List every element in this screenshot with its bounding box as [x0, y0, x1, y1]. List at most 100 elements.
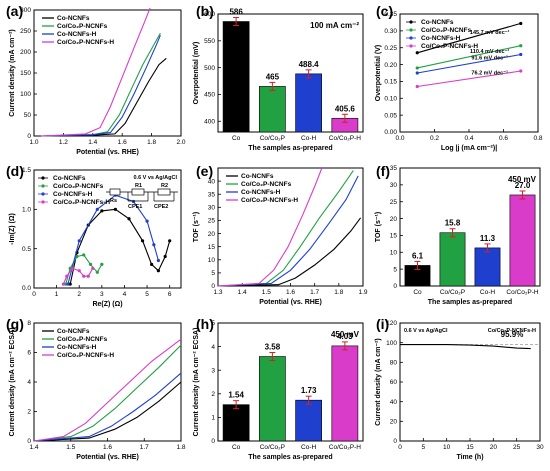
series-line [400, 344, 531, 350]
y-tick-label: 0 [27, 438, 31, 445]
retention-annotation: 95.9% [501, 330, 524, 339]
panel-i: (i) Time (h) Current density (mA cm⁻²) 0 5 10… [375, 316, 544, 461]
legend-label: Co-NCNFs [57, 328, 90, 335]
bar [331, 345, 359, 442]
panel-label: (b) [196, 3, 214, 19]
y-tick-label: 5 [211, 320, 215, 327]
legend-marker [41, 192, 45, 196]
category-label: Co/Co₂P-H [329, 135, 361, 142]
y-tick-label: 5 [211, 270, 215, 277]
legend-label: Co-NCNFs [421, 19, 454, 26]
category-label: Co/Co₂P [260, 135, 285, 142]
x-tick-label: 2.0 [176, 139, 185, 146]
data-point [415, 66, 419, 70]
x-axis-label: Time (h) [456, 454, 483, 461]
x-tick-label: 0.6 [499, 135, 508, 142]
y-axis-label: TOF (s⁻¹) [193, 212, 200, 242]
x-tick-label: 30 [536, 444, 544, 451]
data-point [64, 282, 68, 286]
x-tick-label: 1 [55, 291, 59, 298]
y-tick-label: 0 [211, 283, 215, 290]
data-point [91, 266, 95, 270]
sample-annotation: Co/Co₂P-NCNFs-H [488, 328, 536, 334]
x-tick-label: 1.6 [118, 139, 127, 146]
y-tick-label: 0.0 [22, 285, 31, 292]
y-tick-label: 250 [20, 28, 31, 35]
series-line [417, 22, 521, 54]
x-tick-label: 1.4 [238, 289, 247, 296]
x-tick-label: 0 [32, 291, 36, 298]
data-point [131, 199, 136, 204]
chart-condition-label: 450 mV [508, 175, 537, 184]
plot-frame [217, 322, 364, 442]
y-tick-label: 6 [27, 350, 31, 357]
chart-condition-label: 450 mV [331, 330, 360, 339]
x-tick-label: 4 [123, 291, 127, 298]
y-tick-label: 0.25 [384, 45, 397, 52]
x-tick-label: 1.8 [334, 289, 343, 296]
panel-label: (h) [196, 316, 214, 332]
y-tick-label: 35 [208, 191, 216, 198]
bar [259, 86, 286, 133]
bar-value-label: 27.0 [515, 181, 531, 190]
circuit-resistor [131, 188, 145, 196]
series-line [41, 7, 151, 137]
x-tick-label: 6 [168, 291, 172, 298]
data-point [95, 207, 99, 211]
series-line [67, 194, 159, 285]
legend-marker [409, 20, 413, 24]
x-axis-label: Potential (vs. RHE) [259, 299, 322, 306]
y-tick-label: 2 [27, 409, 31, 416]
x-axis-label: The samples as-prepared [248, 454, 332, 461]
bar [474, 247, 501, 287]
y-tick-label: 20 [390, 419, 398, 426]
circuit-label: R2 [161, 183, 168, 189]
x-tick-label: 1.0 [29, 139, 38, 146]
series-line [33, 344, 182, 442]
y-tick-label: 60 [390, 379, 398, 386]
x-tick-label: 15 [466, 444, 474, 451]
data-point [75, 254, 79, 259]
panel-label: (d) [6, 163, 24, 179]
x-tick-label: 20 [490, 444, 498, 451]
bar [439, 232, 466, 287]
series-line [41, 32, 161, 137]
x-tick-label: 1.8 [176, 444, 185, 451]
panel-label: (g) [6, 316, 24, 332]
series-line [41, 34, 161, 137]
x-axis-label: Potential (vs. RHE) [76, 454, 139, 461]
y-tick-label: 300 [20, 7, 31, 14]
data-point [68, 266, 72, 270]
data-point [519, 69, 523, 73]
y-tick-label: 0.30 [384, 28, 397, 35]
x-tick-label: 1.4 [88, 139, 97, 146]
data-point [127, 217, 131, 221]
legend-label: Co-NCNFs-H [53, 191, 93, 198]
potential-annotation: 0.6 V vs Ag/AgCl [404, 328, 448, 334]
legend-label: Co/Co₂P-NCNFs [241, 181, 292, 188]
bar-value-label: 4.03 [337, 332, 353, 341]
bar [259, 356, 286, 442]
legend-label: Co-NCNFs-H [57, 344, 97, 351]
y-axis-label: TOF (s⁻¹) [375, 212, 382, 242]
data-point [82, 253, 86, 257]
legend-label: Co-NCNFs [53, 175, 86, 182]
bar-value-label: 15.8 [445, 219, 461, 228]
circuit-label: R1 [135, 183, 142, 189]
slope-label: 91.6 mV dec⁻¹ [471, 55, 508, 62]
data-point [100, 262, 104, 266]
legend-marker [41, 184, 45, 188]
x-tick-label: 1.5 [262, 289, 271, 296]
category-label: Co/Co₂P [440, 289, 465, 296]
bar [509, 194, 536, 287]
y-tick-label: 100 [386, 340, 397, 347]
y-tick-label: 450 [204, 92, 215, 99]
x-tick-label: 1.7 [310, 289, 319, 296]
plot-frame [217, 13, 364, 133]
circuit-label: CPE1 [128, 204, 142, 210]
y-tick-label: 15 [208, 244, 216, 251]
x-tick-label: 1.6 [286, 289, 295, 296]
y-tick-label: 8 [27, 320, 31, 327]
y-tick-label: 0.20 [384, 62, 397, 69]
data-point [88, 262, 93, 266]
